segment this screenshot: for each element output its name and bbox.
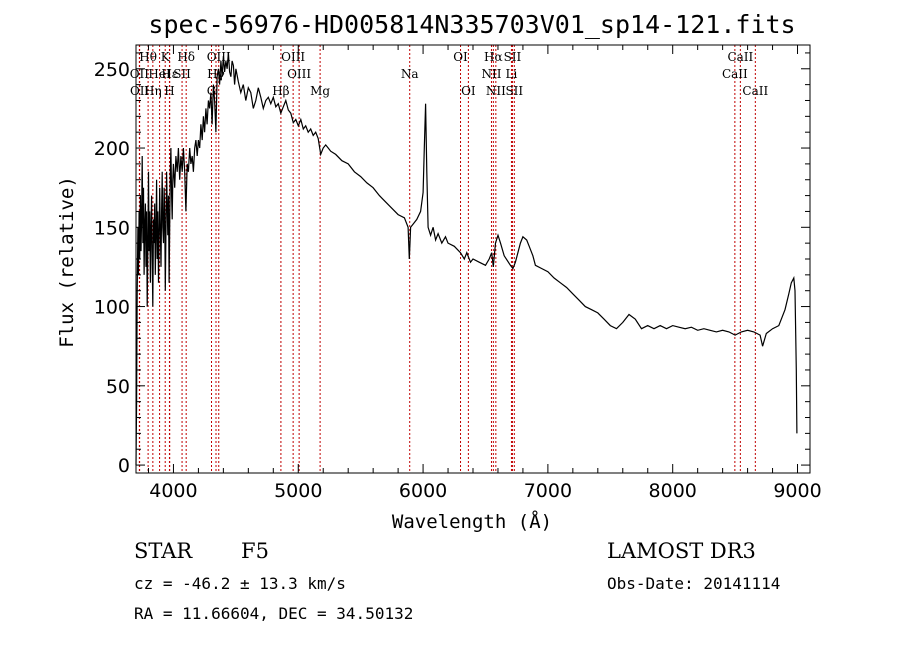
coordinates-readout: RA = 11.66604, DEC = 34.50132 [134, 604, 413, 623]
x-axis-label: Wavelength (Å) [392, 510, 552, 533]
line-marker-label: SII [504, 50, 522, 64]
line-marker-label: SII [173, 67, 191, 81]
chart-title: spec-56976-HD005814N335703V01_sp14-121.f… [148, 10, 795, 39]
observation-date: Obs-Date: 20141114 [607, 574, 780, 593]
line-marker-label: OIII [207, 50, 231, 64]
y-tick-label: 200 [94, 138, 130, 160]
y-axis-ticks: 0 50 100 150 200 250 [94, 52, 810, 477]
x-axis-ticks: 4000 5000 6000 7000 8000 9000 [147, 45, 822, 502]
y-tick-label: 250 [94, 59, 130, 81]
line-marker-label: NII [486, 84, 506, 98]
object-class: STAR [134, 539, 193, 563]
line-marker-label: CaII [742, 84, 768, 98]
line-marker-label: OIII [281, 50, 305, 64]
line-marker-label: G [207, 84, 217, 98]
line-marker-label: Hδ [177, 50, 195, 64]
line-marker-label: K [161, 50, 171, 64]
y-tick-label: 100 [94, 297, 130, 319]
y-tick-label: 0 [118, 455, 130, 477]
x-tick-label: 9000 [773, 480, 821, 502]
y-tick-label: 50 [106, 376, 130, 398]
line-marker-label: Mg [310, 84, 330, 98]
line-marker-label: CaII [722, 67, 748, 81]
x-tick-label: 5000 [274, 480, 322, 502]
line-marker-label: Hθ [139, 50, 157, 64]
survey-name: LAMOST DR3 [607, 539, 756, 563]
line-marker-label: Hε [161, 67, 178, 81]
line-marker-label: Na [401, 67, 419, 81]
line-marker-label: OII [130, 67, 150, 81]
line-marker-label: OI [453, 50, 468, 64]
line-marker-label: OI [461, 84, 476, 98]
emission-line-markers [138, 45, 756, 473]
line-marker-label: CaII [727, 50, 753, 64]
line-marker-label: Hβ [272, 84, 289, 98]
line-marker-label: OII [130, 84, 150, 98]
line-marker-label: SII [505, 84, 523, 98]
line-marker-label: Hα [484, 50, 503, 64]
line-marker-label: Hη [144, 84, 162, 98]
x-tick-label: 7000 [524, 480, 572, 502]
y-axis-label: Flux (relative) [56, 176, 78, 348]
line-marker-label: NII [481, 67, 501, 81]
velocity-readout: cz = -46.2 ± 13.3 km/s [134, 574, 346, 593]
line-marker-label: H [164, 84, 174, 98]
line-marker-label: Li [506, 67, 518, 81]
spectrum-line [135, 52, 798, 466]
x-tick-label: 6000 [399, 480, 447, 502]
line-marker-label: OIII [287, 67, 311, 81]
y-tick-label: 150 [94, 217, 130, 239]
x-tick-label: 8000 [649, 480, 697, 502]
x-tick-label: 4000 [149, 480, 197, 502]
line-marker-label: HeI [148, 67, 171, 81]
spectral-subclass: F5 [241, 539, 269, 563]
